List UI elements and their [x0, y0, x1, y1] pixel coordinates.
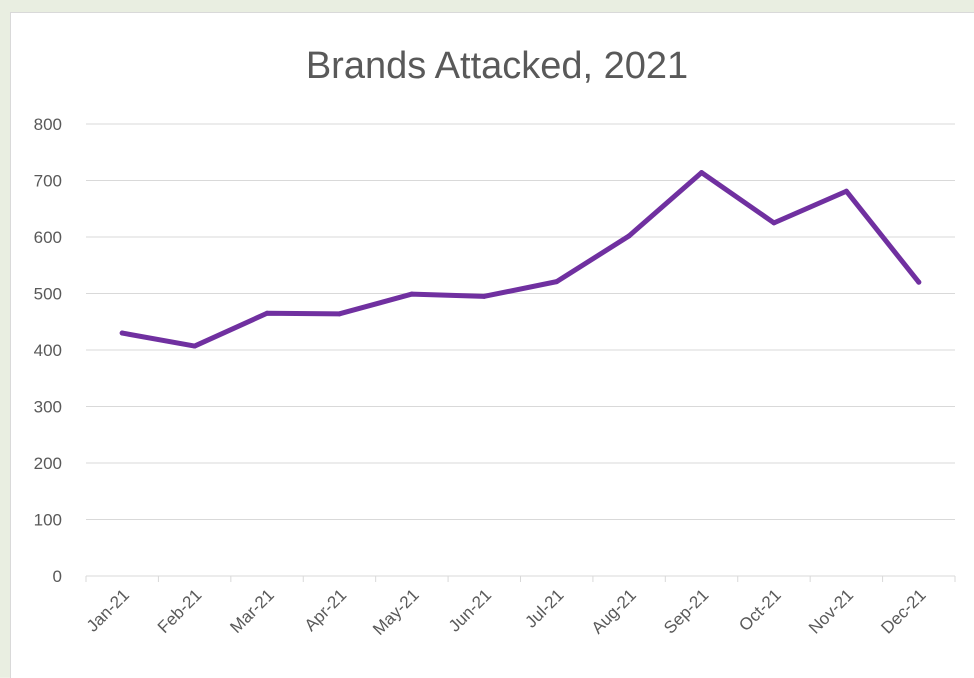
data-point	[481, 293, 487, 299]
x-tick-label: Apr-21	[301, 585, 351, 635]
x-tick-label: Jan-21	[83, 585, 133, 635]
data-point	[626, 233, 632, 239]
y-tick-label: 600	[34, 228, 62, 247]
y-tick-label: 700	[34, 172, 62, 191]
data-point	[771, 220, 777, 226]
x-tick-label: Oct-21	[735, 585, 785, 635]
series-line	[119, 170, 922, 349]
y-tick-label: 300	[34, 398, 62, 417]
x-tick-label: Feb-21	[154, 585, 206, 637]
series-layer	[119, 170, 922, 349]
x-tick-label: May-21	[369, 585, 423, 639]
y-tick-label: 100	[34, 511, 62, 530]
chart-panel	[10, 12, 974, 678]
x-tick-label: Mar-21	[226, 585, 278, 637]
x-tick-label: Nov-21	[805, 585, 857, 637]
y-tick-label: 0	[53, 567, 62, 586]
x-tick-label: Jun-21	[445, 585, 495, 635]
x-tick-label: Dec-21	[877, 585, 929, 637]
y-tick-label: 400	[34, 341, 62, 360]
data-point	[554, 279, 560, 285]
y-tick-label: 500	[34, 285, 62, 304]
x-tick-label: Aug-21	[588, 585, 640, 637]
data-point	[916, 279, 922, 285]
x-axis-ticks: Jan-21 Feb-21 Mar-21 Apr-21 May-21 Jun-21 Jul-…	[83, 585, 930, 639]
data-point	[843, 188, 849, 194]
data-point	[192, 343, 198, 349]
y-tick-label: 800	[34, 115, 62, 134]
y-axis-ticks: 0 100 200 300 400 500 600 700 800	[34, 115, 62, 586]
x-axis	[85, 575, 956, 582]
data-point	[699, 170, 705, 176]
x-tick-label: Jul-21	[521, 585, 567, 631]
gridlines	[86, 123, 955, 520]
data-point	[119, 330, 125, 336]
x-tick-label: Sep-21	[660, 585, 712, 637]
y-tick-label: 200	[34, 454, 62, 473]
data-point	[264, 310, 270, 316]
data-point	[409, 291, 415, 297]
data-point	[336, 311, 342, 317]
chart-title: Brands Attacked, 2021	[306, 45, 688, 87]
